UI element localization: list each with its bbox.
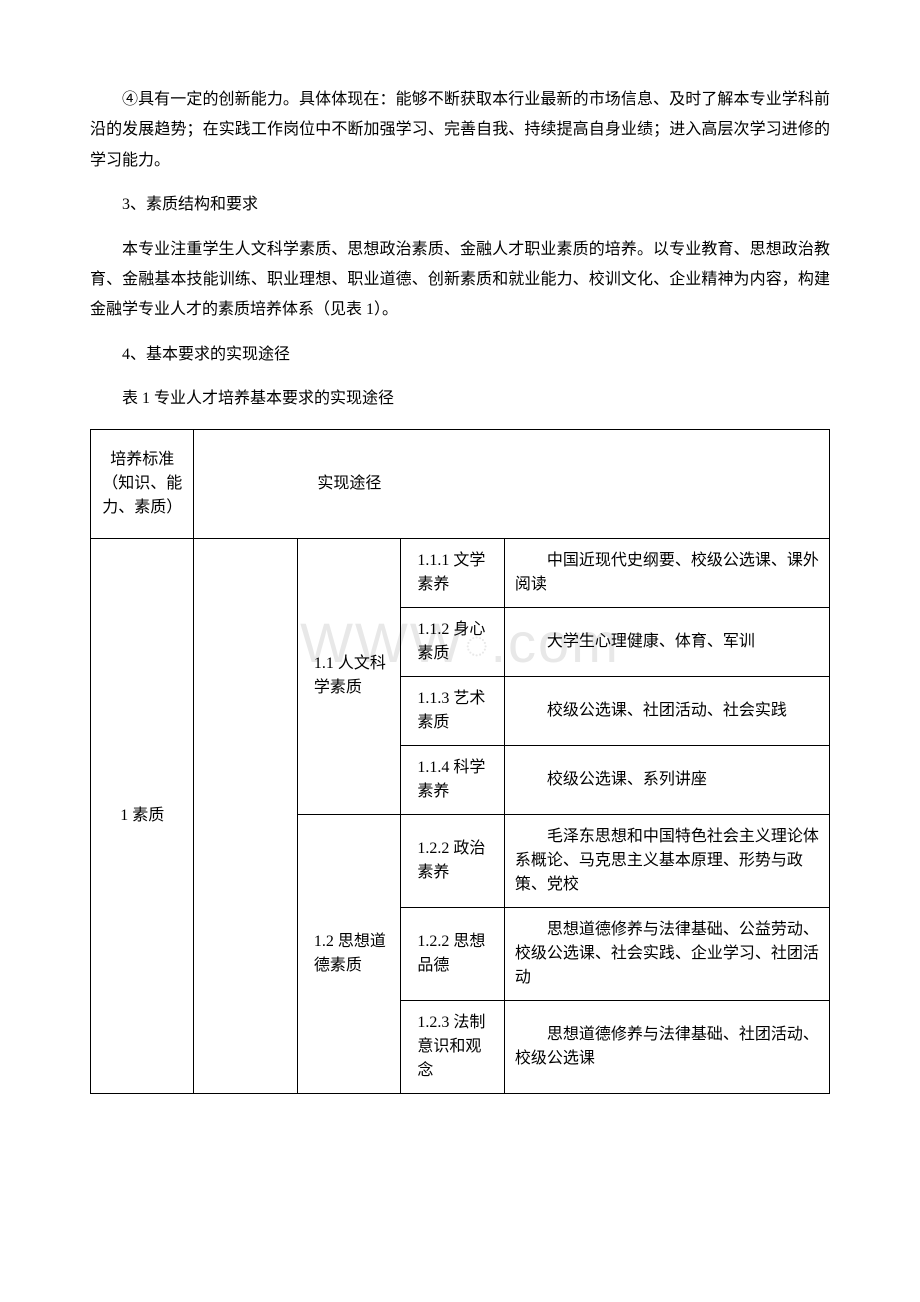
header-standard: 培养标准（知识、能力、素质） — [91, 429, 194, 538]
cell-112: 1.1.2 身心素质 — [401, 607, 504, 676]
header-empty — [504, 429, 829, 538]
cell-morality: 1.2 思想道德素质 — [297, 814, 400, 1093]
cell-quality: 1 素质 — [91, 538, 194, 1093]
cell-114: 1.1.4 科学素养 — [401, 745, 504, 814]
cell-113-path: 校级公选课、社团活动、社会实践 — [504, 676, 829, 745]
cell-123-path: 思想道德修养与法律基础、社团活动、校级公选课 — [504, 1000, 829, 1093]
cell-122b-path: 思想道德修养与法律基础、公益劳动、校级公选课、社会实践、企业学习、社团活动 — [504, 907, 829, 1000]
cell-humanities: 1.1 人文科学素质 — [297, 538, 400, 814]
cell-112-path: 大学生心理健康、体育、军训 — [504, 607, 829, 676]
table-header-row: 培养标准（知识、能力、素质） 实现途径 — [91, 429, 830, 538]
cell-122a: 1.2.2 政治素养 — [401, 814, 504, 907]
header-path: 实现途径 — [194, 429, 504, 538]
requirements-table: 培养标准（知识、能力、素质） 实现途径 1 素质 1.1 人文科学素质 1.1.… — [90, 429, 830, 1094]
paragraph-ability: ④具有一定的创新能力。具体体现在：能够不断获取本行业最新的市场信息、及时了解本专… — [90, 85, 830, 176]
table-row: 1 素质 1.1 人文科学素质 1.1.1 文学素养 中国近现代史纲要、校级公选… — [91, 538, 830, 607]
document-content: ④具有一定的创新能力。具体体现在：能够不断获取本行业最新的市场信息、及时了解本专… — [90, 85, 830, 1094]
paragraph-quality-desc: 本专业注重学生人文科学素质、思想政治素质、金融人才职业素质的培养。以专业教育、思… — [90, 235, 830, 326]
heading-basic-requirements: 4、基本要求的实现途径 — [90, 340, 830, 370]
cell-122a-path: 毛泽东思想和中国特色社会主义理论体系概论、马克思主义基本原理、形势与政策、党校 — [504, 814, 829, 907]
cell-111: 1.1.1 文学素养 — [401, 538, 504, 607]
heading-quality-structure: 3、素质结构和要求 — [90, 190, 830, 220]
cell-122b: 1.2.2 思想品德 — [401, 907, 504, 1000]
cell-113: 1.1.3 艺术素质 — [401, 676, 504, 745]
cell-123: 1.2.3 法制意识和观念 — [401, 1000, 504, 1093]
table-caption: 表 1 专业人才培养基本要求的实现途径 — [90, 384, 830, 414]
cell-111-path: 中国近现代史纲要、校级公选课、课外阅读 — [504, 538, 829, 607]
cell-114-path: 校级公选课、系列讲座 — [504, 745, 829, 814]
cell-empty-col2 — [194, 538, 297, 1093]
